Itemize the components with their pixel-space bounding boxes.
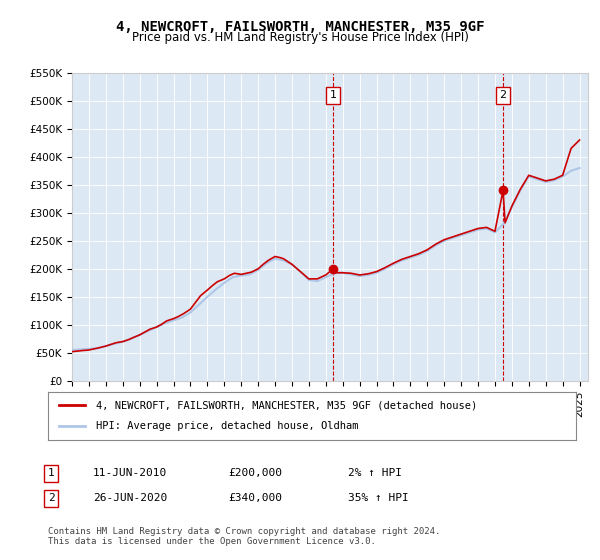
Text: £200,000: £200,000: [228, 468, 282, 478]
Text: 2: 2: [47, 493, 55, 503]
Text: 4, NEWCROFT, FAILSWORTH, MANCHESTER, M35 9GF: 4, NEWCROFT, FAILSWORTH, MANCHESTER, M35…: [116, 20, 484, 34]
Text: £340,000: £340,000: [228, 493, 282, 503]
Text: Price paid vs. HM Land Registry's House Price Index (HPI): Price paid vs. HM Land Registry's House …: [131, 31, 469, 44]
Text: 35% ↑ HPI: 35% ↑ HPI: [348, 493, 409, 503]
Text: HPI: Average price, detached house, Oldham: HPI: Average price, detached house, Oldh…: [95, 421, 358, 431]
Text: Contains HM Land Registry data © Crown copyright and database right 2024.
This d: Contains HM Land Registry data © Crown c…: [48, 526, 440, 546]
Text: 1: 1: [330, 90, 337, 100]
Text: 2: 2: [500, 90, 506, 100]
Text: 26-JUN-2020: 26-JUN-2020: [93, 493, 167, 503]
Text: 1: 1: [47, 468, 55, 478]
Text: 11-JUN-2010: 11-JUN-2010: [93, 468, 167, 478]
Text: 2% ↑ HPI: 2% ↑ HPI: [348, 468, 402, 478]
Text: 4, NEWCROFT, FAILSWORTH, MANCHESTER, M35 9GF (detached house): 4, NEWCROFT, FAILSWORTH, MANCHESTER, M35…: [95, 400, 477, 410]
